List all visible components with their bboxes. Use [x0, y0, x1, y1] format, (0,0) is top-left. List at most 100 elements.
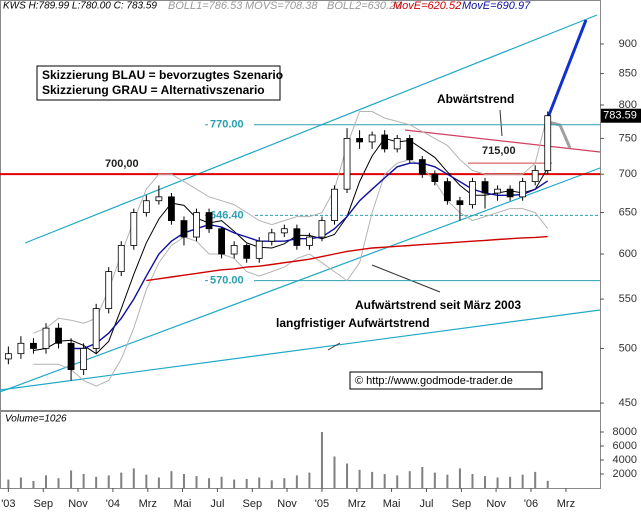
candle-body	[431, 173, 439, 183]
volume-bar	[471, 474, 474, 488]
candle-body	[30, 342, 37, 349]
volume-bar	[120, 472, 123, 488]
volume-bar	[371, 471, 374, 488]
volume-bar	[107, 475, 110, 488]
candle-body	[443, 181, 451, 202]
volume-tick-label: 8000	[613, 426, 637, 438]
y-tick-label: 700	[619, 168, 637, 180]
candle-body	[130, 212, 138, 246]
y-tick-label: 750	[619, 132, 637, 144]
volume-bar	[170, 471, 173, 488]
header: KWS H:789.99 L:780.00 C: 783.59	[3, 1, 157, 12]
volume-bar	[57, 478, 60, 488]
volume-bar	[157, 477, 160, 488]
channel-lower	[0, 167, 601, 393]
volume-bar	[32, 481, 35, 488]
candle-body	[17, 342, 25, 355]
y-tick-label: 550	[619, 293, 637, 305]
volume-bar	[308, 472, 311, 488]
x-tick-label: Nov	[68, 498, 88, 510]
candle-body	[519, 181, 527, 198]
candle-body	[318, 220, 326, 238]
candle-body	[494, 188, 501, 194]
volume-bar	[383, 474, 386, 488]
x-tick-label: Jul	[210, 498, 224, 510]
annotation: langfristiger Aufwärtstrend	[276, 316, 430, 330]
candle-body	[331, 188, 338, 221]
y-tick-label: 450	[619, 397, 637, 409]
candle-body	[356, 138, 363, 143]
legend-entry: MovE=690.97	[462, 0, 531, 12]
volume-bar	[283, 478, 286, 488]
x-tick-label: Mrz	[139, 498, 157, 510]
trendlines	[0, 14, 601, 393]
candle-body	[481, 181, 489, 194]
volume-panel	[0, 411, 601, 489]
level-label: 570.00	[210, 274, 244, 286]
legend-entry: BOLL1=786.53	[168, 0, 243, 12]
level-label-bg	[208, 273, 254, 288]
volume-bar	[358, 469, 361, 488]
volume-tick-label: 4000	[613, 454, 637, 466]
level-label: 700,00	[105, 158, 139, 170]
volume-bar	[396, 475, 399, 488]
level-label: 770.00	[210, 119, 244, 131]
x-tick-label: Sep	[33, 498, 53, 510]
volume-bar	[44, 475, 47, 488]
candle-body	[117, 245, 125, 272]
candle-body	[67, 342, 75, 371]
candle-body	[381, 134, 389, 150]
volume-bar	[509, 476, 512, 488]
volume-bar	[458, 468, 461, 488]
candle-body	[180, 220, 188, 238]
volume-bar	[7, 479, 10, 488]
volume-bar	[195, 476, 198, 488]
candle-body	[280, 228, 288, 234]
volume-bar	[95, 476, 98, 488]
legend-entry: MOVS=708.38	[245, 0, 318, 12]
long-trendline	[0, 309, 601, 391]
indicator-line	[146, 235, 548, 282]
volume-bar	[421, 467, 424, 488]
candle-body	[368, 134, 376, 143]
candle-body	[469, 181, 476, 206]
y-tick-label: 800	[619, 99, 637, 111]
x-tick-label: '05	[315, 498, 329, 510]
candle-body	[456, 200, 464, 206]
volume-bar	[446, 474, 449, 488]
candle-body	[55, 327, 62, 344]
y-tick-label: 600	[619, 248, 637, 260]
note: Skizzierung BLAU = bevorzugtes Szenario	[42, 68, 283, 82]
volume-tick-label: 2000	[613, 468, 637, 480]
volume-label: Volume=1026	[5, 414, 67, 425]
volume-bar	[145, 474, 148, 488]
annotation: Abwärtstrend	[437, 92, 514, 106]
candle-body	[544, 115, 552, 171]
volume-bar	[82, 474, 85, 488]
volume-bar	[19, 477, 22, 488]
candle-body	[142, 200, 150, 213]
candle-body	[406, 138, 414, 160]
y-tick-label: 650	[619, 206, 637, 218]
note-box	[36, 65, 281, 101]
y-tick-label: 500	[619, 342, 637, 354]
price-tag	[601, 108, 641, 123]
volume-bar	[521, 474, 524, 488]
channel-upper	[24, 14, 598, 244]
volume-bar	[484, 476, 487, 488]
candle-body	[105, 271, 113, 309]
volume-bar	[258, 477, 261, 488]
candle-body	[92, 308, 100, 349]
candle-body	[230, 245, 238, 255]
annotation: Aufwärtstrend seit März 2003	[355, 298, 521, 312]
volume-bar	[433, 472, 436, 488]
candle-body	[80, 348, 88, 371]
x-tick-label: Nov	[277, 498, 297, 510]
y-tick-label: 850	[619, 67, 637, 79]
x-tick-label: Jul	[419, 498, 433, 510]
candle-body	[4, 353, 12, 360]
volume-bar	[132, 468, 135, 488]
pointers	[327, 109, 503, 351]
price-panel	[0, 0, 601, 411]
